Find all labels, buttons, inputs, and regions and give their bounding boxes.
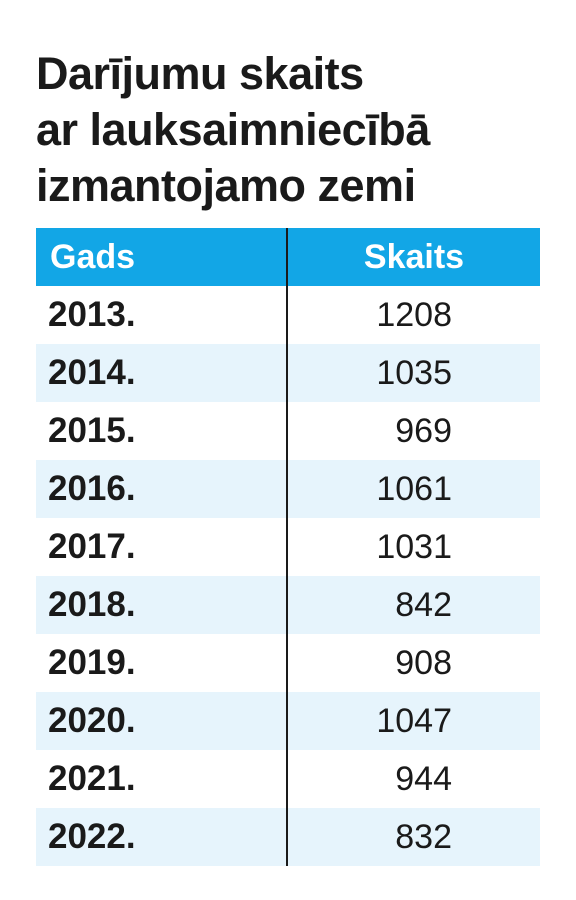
year-cell: 2019. — [48, 643, 136, 682]
year-cell: 2013. — [48, 295, 136, 334]
year-cell: 2015. — [48, 411, 136, 450]
data-table: Gads Skaits 2013. 1208 2014. 1035 2015. 969 20… — [36, 228, 540, 866]
year-cell: 2014. — [48, 353, 136, 392]
column-divider — [286, 228, 288, 866]
count-cell: 944 — [395, 759, 452, 798]
table-row: 2015. 969 — [36, 402, 540, 460]
chart-title: Darījumu skaits ar lauksaimniecībā izman… — [36, 46, 556, 214]
count-cell: 1061 — [376, 469, 452, 508]
table-row: 2021. 944 — [36, 750, 540, 808]
year-cell: 2020. — [48, 701, 136, 740]
table-body: 2013. 1208 2014. 1035 2015. 969 2016. 1061 2017.… — [36, 286, 540, 866]
title-line-3: izmantojamo zemi — [36, 160, 416, 211]
count-cell: 908 — [395, 643, 452, 682]
table-header: Gads Skaits — [36, 228, 540, 286]
count-cell: 1047 — [376, 701, 452, 740]
year-cell: 2018. — [48, 585, 136, 624]
count-cell: 1031 — [376, 527, 452, 566]
table-row: 2013. 1208 — [36, 286, 540, 344]
table-row: 2014. 1035 — [36, 344, 540, 402]
table-row: 2016. 1061 — [36, 460, 540, 518]
count-cell: 1035 — [376, 353, 452, 392]
column-header-year: Gads — [50, 237, 136, 276]
count-cell: 1208 — [376, 295, 452, 334]
table-row: 2017. 1031 — [36, 518, 540, 576]
count-cell: 832 — [395, 817, 452, 856]
year-cell: 2022. — [48, 817, 136, 856]
table-row: 2018. 842 — [36, 576, 540, 634]
count-cell: 969 — [395, 411, 452, 450]
column-header-count: Skaits — [363, 237, 465, 276]
table-row: 2020. 1047 — [36, 692, 540, 750]
year-cell: 2021. — [48, 759, 136, 798]
count-cell: 842 — [395, 585, 452, 624]
table-row: 2022. 832 — [36, 808, 540, 866]
title-line-1: Darījumu skaits — [36, 48, 364, 99]
year-cell: 2016. — [48, 469, 136, 508]
year-cell: 2017. — [48, 527, 136, 566]
table-row: 2019. 908 — [36, 634, 540, 692]
title-line-2: ar lauksaimniecībā — [36, 104, 430, 155]
